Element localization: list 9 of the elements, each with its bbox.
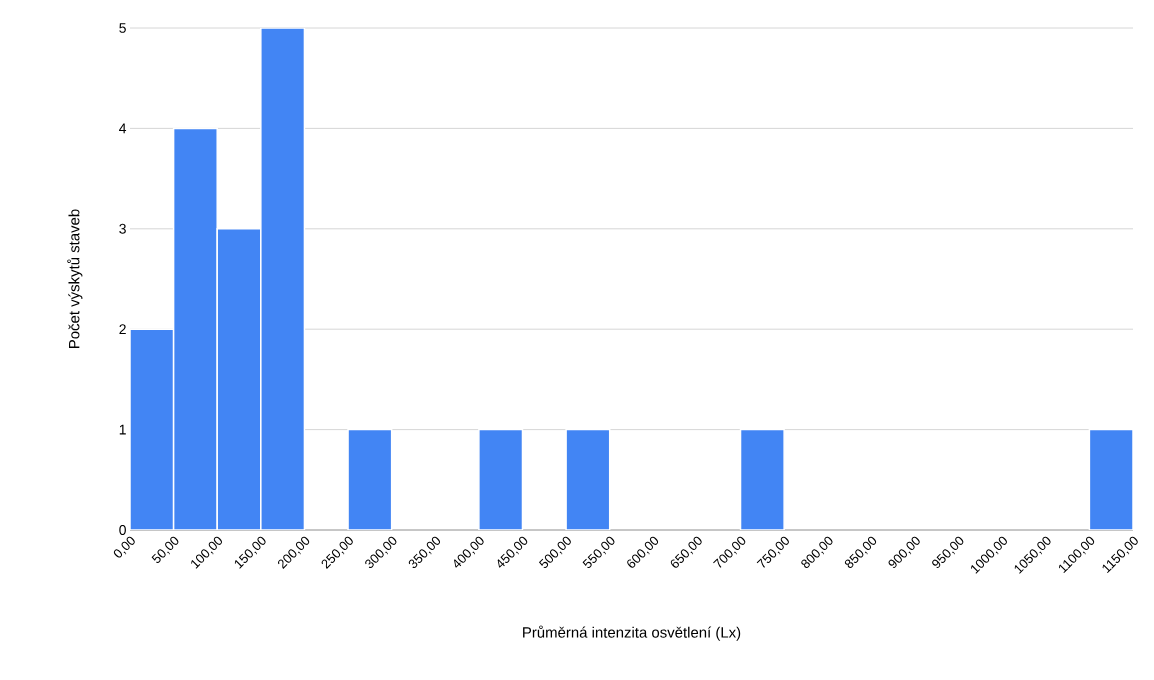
y-tick-label: 0 <box>119 525 126 535</box>
y-tick-label: 5 <box>119 23 126 33</box>
x-axis-title: Průměrná intenzita osvětlení (Lx) <box>523 625 741 641</box>
y-tick-label: 3 <box>119 223 126 234</box>
y-tick-label: 1 <box>119 424 126 435</box>
y-tick-label: 4 <box>119 123 127 134</box>
x-tick-label: 0,00 <box>113 536 135 558</box>
y-axis-title: Počet výskytů staveb <box>67 209 83 348</box>
y-tick-label: 2 <box>119 324 126 335</box>
